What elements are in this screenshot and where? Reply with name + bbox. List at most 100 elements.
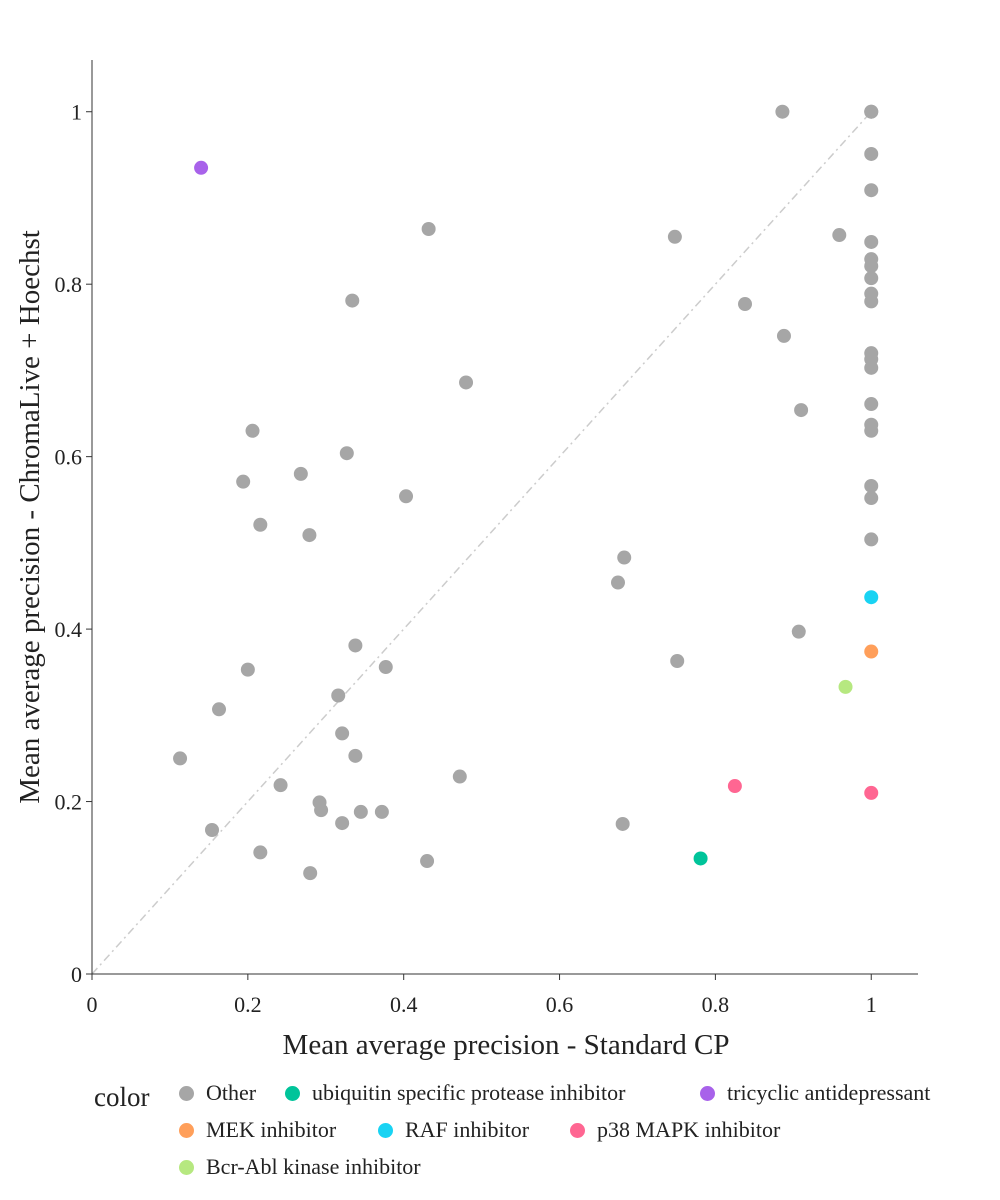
- data-point-other[interactable]: [420, 854, 435, 869]
- x-axis-ticks: 0 0.2 0.4 0.6 0.8 1: [87, 974, 877, 1017]
- data-point-other[interactable]: [339, 446, 354, 461]
- data-point-other[interactable]: [610, 575, 625, 590]
- data-point-other[interactable]: [421, 222, 436, 237]
- data-point-other[interactable]: [302, 528, 317, 543]
- legend-label-mek-inhibitor: MEK inhibitor: [206, 1117, 337, 1142]
- legend-label-bcr-abl-kinase-inhibitor: Bcr-Abl kinase inhibitor: [206, 1154, 421, 1179]
- data-point-other[interactable]: [864, 397, 879, 412]
- data-point-other[interactable]: [864, 532, 879, 547]
- data-point-other[interactable]: [864, 104, 879, 119]
- data-point-other[interactable]: [864, 234, 879, 249]
- data-point-other[interactable]: [832, 228, 847, 243]
- y-axis-label: Mean average precision - ChromaLive + Ho…: [14, 230, 46, 804]
- data-point-other[interactable]: [353, 804, 368, 819]
- legend-item-ubiquitin-specific-protease-inhibitor[interactable]: ubiquitin specific protease inhibitor: [285, 1080, 625, 1106]
- data-point-raf-inhibitor[interactable]: [864, 590, 879, 605]
- legend-item-other[interactable]: Other: [179, 1080, 256, 1106]
- data-point-other[interactable]: [335, 816, 350, 831]
- legend-marker-raf-inhibitor: [378, 1122, 393, 1138]
- data-point-other[interactable]: [775, 104, 790, 119]
- legend-label-other: Other: [206, 1080, 257, 1105]
- scatter-chart: 0 0.2 0.4 0.6 0.8 1 0 0.2 0.4 0.6 0.8 1 Mean avera…: [14, 60, 918, 1061]
- legend-marker-tricyclic-antidepressant: [700, 1085, 715, 1101]
- data-point-bcr-abl-kinase-inhibitor[interactable]: [838, 679, 853, 694]
- data-point-other[interactable]: [399, 489, 414, 504]
- legend-label-tricyclic-antidepressant: tricyclic antidepressant: [727, 1080, 931, 1105]
- data-point-other[interactable]: [864, 360, 879, 375]
- data-point-other[interactable]: [173, 751, 188, 766]
- data-point-other[interactable]: [240, 662, 255, 677]
- data-point-other[interactable]: [776, 328, 791, 343]
- x-tick-label: 0.6: [546, 992, 574, 1017]
- data-point-other[interactable]: [615, 816, 630, 831]
- legend-marker-p38-mapk-inhibitor: [570, 1122, 585, 1138]
- data-point-other[interactable]: [331, 688, 346, 703]
- legend-item-raf-inhibitor[interactable]: RAF inhibitor: [378, 1117, 529, 1143]
- legend-item-mek-inhibitor[interactable]: MEK inhibitor: [179, 1117, 336, 1143]
- x-axis-label: Mean average precision - Standard CP: [283, 1029, 730, 1061]
- legend-label-p38-mapk-inhibitor: p38 MAPK inhibitor: [597, 1117, 781, 1142]
- data-point-other[interactable]: [378, 660, 393, 675]
- data-point-ubiquitin-specific-protease-inhibitor[interactable]: [693, 851, 708, 866]
- data-point-other[interactable]: [670, 653, 685, 668]
- y-axis-ticks: 0 0.2 0.4 0.6 0.8 1: [55, 100, 92, 987]
- x-tick-label: 0.8: [702, 992, 730, 1017]
- data-point-p38-mapk-inhibitor[interactable]: [864, 785, 879, 800]
- data-point-other[interactable]: [314, 803, 329, 818]
- data-point-other[interactable]: [212, 702, 227, 717]
- data-point-other[interactable]: [236, 474, 251, 489]
- data-point-p38-mapk-inhibitor[interactable]: [727, 779, 742, 794]
- legend-label-ubiquitin-specific-protease-inhibitor: ubiquitin specific protease inhibitor: [312, 1080, 626, 1105]
- y-tick-label: 0.4: [55, 617, 83, 642]
- legend-item-tricyclic-antidepressant[interactable]: tricyclic antidepressant: [700, 1080, 930, 1106]
- data-point-other[interactable]: [452, 769, 467, 784]
- data-point-other[interactable]: [791, 624, 806, 639]
- data-point-other[interactable]: [335, 726, 350, 741]
- y-tick-label: 0.8: [55, 272, 83, 297]
- legend-label-raf-inhibitor: RAF inhibitor: [405, 1117, 530, 1142]
- y-tick-label: 0: [71, 962, 82, 987]
- data-point-other[interactable]: [293, 466, 308, 481]
- data-point-other[interactable]: [273, 778, 288, 793]
- data-point-other[interactable]: [374, 804, 389, 819]
- legend-item-p38-mapk-inhibitor[interactable]: p38 MAPK inhibitor: [570, 1117, 780, 1143]
- x-tick-label: 0.4: [390, 992, 418, 1017]
- data-point-other[interactable]: [348, 748, 363, 763]
- legend: color Other ubiquitin specific protease …: [94, 1076, 994, 1186]
- data-point-other[interactable]: [864, 271, 879, 286]
- data-point-other[interactable]: [794, 403, 809, 418]
- legend-marker-mek-inhibitor: [179, 1122, 194, 1138]
- data-point-other[interactable]: [864, 146, 879, 161]
- data-point-other[interactable]: [253, 845, 268, 860]
- data-point-other[interactable]: [864, 423, 879, 438]
- y-tick-label: 0.2: [55, 790, 83, 815]
- data-point-other[interactable]: [348, 638, 363, 653]
- plot-area: [91, 104, 879, 975]
- data-point-other[interactable]: [253, 517, 268, 532]
- x-tick-label: 1: [866, 992, 877, 1017]
- y-tick-label: 1: [71, 100, 82, 125]
- legend-item-bcr-abl-kinase-inhibitor[interactable]: Bcr-Abl kinase inhibitor: [179, 1154, 421, 1180]
- x-tick-label: 0: [87, 992, 98, 1017]
- data-point-other[interactable]: [303, 866, 318, 881]
- legend-marker-bcr-abl-kinase-inhibitor: [179, 1159, 194, 1175]
- data-point-tricyclic-antidepressant[interactable]: [194, 160, 209, 175]
- legend-marker-other: [179, 1085, 194, 1101]
- x-tick-label: 0.2: [234, 992, 262, 1017]
- data-point-other[interactable]: [245, 423, 260, 438]
- data-point-other[interactable]: [864, 183, 879, 198]
- data-point-other[interactable]: [205, 823, 220, 838]
- data-point-other[interactable]: [345, 293, 360, 308]
- data-point-other[interactable]: [459, 375, 474, 390]
- data-point-other[interactable]: [617, 550, 632, 565]
- data-point-other[interactable]: [864, 491, 879, 506]
- legend-title: color: [94, 1082, 150, 1112]
- data-point-other[interactable]: [864, 478, 879, 493]
- reference-diagonal-line: [91, 111, 872, 975]
- legend-marker-ubiquitin-specific-protease-inhibitor: [285, 1085, 300, 1101]
- data-point-other[interactable]: [864, 259, 879, 274]
- data-point-mek-inhibitor[interactable]: [864, 644, 879, 659]
- data-point-other[interactable]: [864, 294, 879, 309]
- data-point-other[interactable]: [667, 229, 682, 244]
- data-point-other[interactable]: [738, 297, 753, 312]
